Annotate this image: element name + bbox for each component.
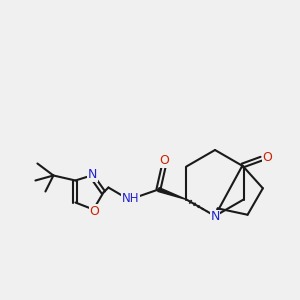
Text: O: O: [160, 154, 170, 167]
Text: N: N: [88, 168, 97, 181]
Text: O: O: [89, 205, 99, 218]
Polygon shape: [158, 188, 186, 200]
Text: N: N: [210, 211, 220, 224]
Text: NH: NH: [122, 192, 139, 205]
Text: O: O: [262, 151, 272, 164]
